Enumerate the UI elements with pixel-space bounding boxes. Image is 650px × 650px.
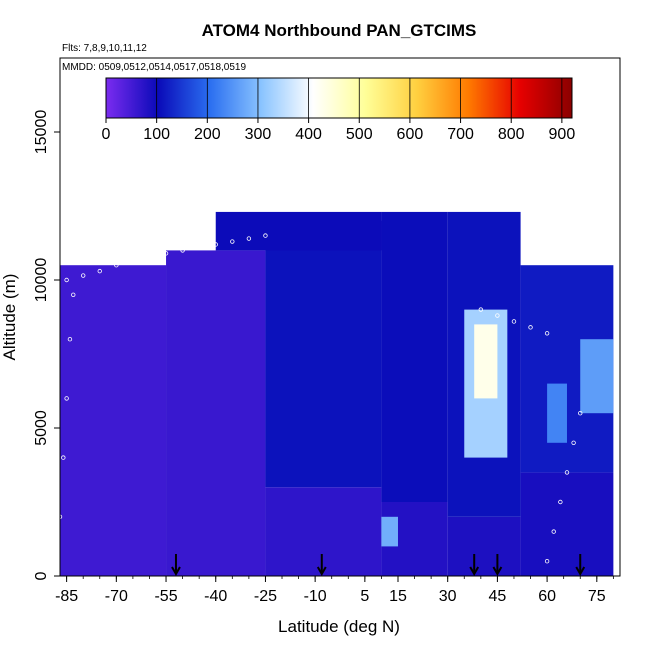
heatmap-cell [60, 265, 167, 576]
colorbar-tick-label: 700 [447, 126, 474, 143]
colorbar-tick-label: 300 [245, 126, 272, 143]
arrow-marker [575, 554, 586, 577]
sample-point [511, 319, 517, 324]
y-tick-label: 15000 [33, 110, 50, 155]
arrow-marker [171, 554, 181, 577]
sample-point [67, 337, 73, 342]
x-tick-label: 75 [588, 588, 606, 605]
y-tick-label: 0 [33, 571, 50, 580]
heatmap-cell [547, 383, 567, 443]
sample-point [263, 233, 268, 238]
y-tick-label: 5000 [33, 410, 50, 446]
heatmap-cell [265, 220, 382, 488]
heatmap-cell [265, 487, 382, 576]
sample-point [64, 396, 69, 401]
sample-point [61, 455, 66, 460]
colorbar-tick-label: 0 [102, 126, 111, 143]
x-tick-label: -10 [304, 588, 327, 605]
colorbar-tick-label: 800 [498, 126, 525, 143]
heatmap-cell [215, 211, 382, 251]
colorbar-gradient [105, 77, 573, 119]
x-tick-label: 45 [488, 588, 506, 605]
sample-point [196, 245, 202, 250]
heatmap-cell [580, 339, 614, 414]
colorbar-tick-label: 400 [295, 126, 322, 143]
sample-point [180, 248, 185, 253]
heatmap-cell [474, 324, 498, 399]
x-axis-label: Latitude (deg N) [278, 617, 400, 636]
colorbar-tick-label: 900 [549, 126, 576, 143]
sample-point [213, 242, 218, 247]
sample-point [544, 559, 550, 564]
heatmap-cell [520, 472, 614, 576]
flights-subtitle: Flts: 7,8,9,10,11,12 [62, 43, 147, 54]
heatmap-cell [447, 516, 521, 576]
x-tick-label: -85 [55, 588, 78, 605]
colorbar: 0 100 200 300 400 500 600 700 800 900 [102, 77, 576, 143]
x-tick-label: -25 [254, 588, 277, 605]
sample-point [80, 273, 86, 278]
sample-point [147, 254, 152, 259]
chart-title: ATOM4 Northbound PAN_GTCIMS [202, 21, 477, 40]
sample-point [478, 307, 484, 312]
sample-point [64, 277, 69, 283]
arrow-marker [469, 554, 480, 577]
sample-point [246, 236, 252, 241]
heatmap-layer [60, 211, 614, 576]
y-axis-label: Altitude (m) [0, 274, 19, 361]
y-axis: 0 5000 10000 15000 [33, 110, 60, 580]
x-tick-label: -55 [154, 588, 177, 605]
arrow-marker [492, 554, 503, 577]
sample-point [163, 251, 169, 256]
sample-point [71, 292, 76, 297]
x-tick-label: 60 [538, 588, 556, 605]
sample-point [544, 331, 550, 336]
sample-point [528, 325, 533, 330]
arrow-marker [316, 554, 327, 577]
sample-point [114, 263, 119, 268]
sample-point [558, 499, 563, 505]
colorbar-tick-label: 100 [143, 126, 170, 143]
x-tick-label: 5 [360, 588, 369, 605]
sample-point [495, 313, 500, 318]
arrows-layer [171, 554, 586, 577]
sample-point [578, 411, 583, 416]
heatmap-cell [381, 211, 448, 503]
sample-point [564, 470, 570, 475]
dates-subtitle: MMDD: 0509,0512,0514,0517,0518,0519 [62, 62, 246, 73]
colorbar-tick-label: 500 [346, 126, 373, 143]
x-tick-label: -70 [105, 588, 128, 605]
colorbar-tick-label: 600 [397, 126, 424, 143]
colorbar-tick-label: 200 [194, 126, 221, 143]
sample-point [551, 529, 556, 534]
sample-point [230, 239, 235, 244]
x-tick-label: 15 [389, 588, 407, 605]
sample-tracks-layer [57, 233, 583, 564]
x-axis: -85 -70 -55 -40 -25 -10 5 15 30 45 60 75 [55, 576, 614, 605]
x-tick-label: -40 [204, 588, 227, 605]
plot-frame [59, 57, 621, 577]
heatmap-cell [166, 250, 266, 576]
sample-point [130, 257, 136, 262]
heatmap-cell [381, 516, 398, 547]
sample-point [571, 440, 576, 445]
y-tick-label: 10000 [33, 258, 50, 303]
x-tick-label: 30 [439, 588, 457, 605]
sample-point [97, 268, 102, 274]
